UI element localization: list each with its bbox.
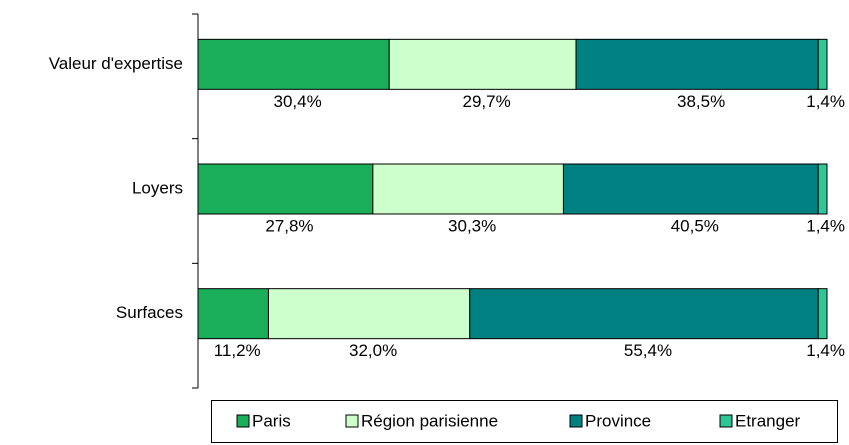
y-tick-label: Loyers bbox=[132, 178, 183, 197]
legend-label: Paris bbox=[252, 411, 291, 430]
legend-label: Région parisienne bbox=[361, 411, 498, 430]
bar-segment bbox=[562, 163, 819, 215]
legend-label: Etranger bbox=[735, 411, 801, 430]
value-label: 40,5% bbox=[671, 216, 719, 235]
bar-segment bbox=[197, 288, 269, 340]
value-label: 27,8% bbox=[265, 216, 313, 235]
value-label: 38,5% bbox=[677, 92, 725, 111]
legend-swatch bbox=[236, 414, 250, 428]
bar-segment bbox=[388, 38, 577, 90]
value-label: 29,7% bbox=[463, 92, 511, 111]
legend-box bbox=[211, 400, 838, 443]
value-label: 30,4% bbox=[274, 92, 322, 111]
bar-segment bbox=[197, 163, 374, 215]
value-label: 1,4% bbox=[806, 92, 845, 111]
bar-segment bbox=[372, 163, 564, 215]
bar-segment bbox=[817, 38, 828, 90]
legend-swatch bbox=[569, 414, 583, 428]
value-label: 30,3% bbox=[448, 216, 496, 235]
bar-segment bbox=[817, 163, 828, 215]
bar-segment bbox=[817, 288, 828, 340]
bar-segment bbox=[469, 288, 819, 340]
y-tick-label: Valeur d'expertise bbox=[49, 54, 183, 73]
value-label: 32,0% bbox=[349, 341, 397, 360]
value-label: 1,4% bbox=[806, 341, 845, 360]
value-label: 55,4% bbox=[624, 341, 672, 360]
bar-segment bbox=[267, 288, 471, 340]
legend-label: Province bbox=[585, 411, 651, 430]
y-tick-label: Surfaces bbox=[116, 303, 183, 322]
legend-swatch bbox=[345, 414, 359, 428]
legend-swatch bbox=[719, 414, 733, 428]
bar-segment bbox=[197, 38, 390, 90]
value-label: 1,4% bbox=[806, 216, 845, 235]
bar-segment bbox=[575, 38, 819, 90]
value-label: 11,2% bbox=[214, 341, 261, 360]
